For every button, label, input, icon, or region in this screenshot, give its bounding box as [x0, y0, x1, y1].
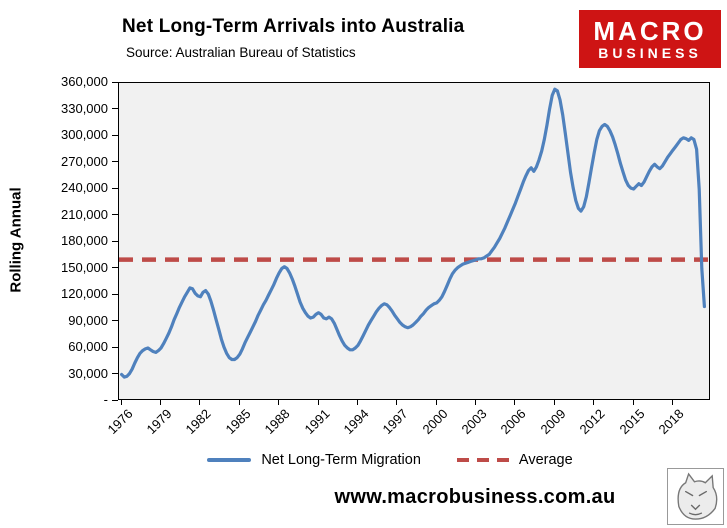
- y-tick-label: 120,000: [61, 286, 108, 301]
- x-tick-label: 2009: [537, 406, 569, 438]
- x-tick-label: 2006: [497, 406, 530, 438]
- x-tick-label: 2003: [458, 406, 490, 438]
- x-tick-mark: [632, 400, 634, 405]
- y-tick-label: 270,000: [61, 153, 108, 169]
- y-tick-label: 180,000: [61, 233, 108, 248]
- y-tick-mark: [112, 187, 118, 189]
- x-tick-mark: [278, 400, 280, 405]
- dashed-line-swatch-icon: [456, 457, 509, 463]
- macrobusiness-logo: MACRO BUSINESS: [579, 10, 721, 68]
- y-tick-mark: [112, 293, 118, 295]
- y-tick-mark: [112, 373, 118, 374]
- x-tick-label: 1985: [222, 406, 254, 438]
- x-tick-mark: [553, 400, 555, 405]
- legend: Net Long-Term Migration Average: [70, 452, 710, 468]
- x-tick-mark: [317, 400, 319, 405]
- y-tick-label: 60,000: [68, 339, 108, 354]
- x-tick-mark: [514, 400, 516, 405]
- legend-label-average: Average: [518, 452, 573, 468]
- y-tick-mark: [112, 399, 118, 401]
- x-tick-label: 2015: [616, 406, 648, 438]
- y-tick-label: 150,000: [61, 259, 108, 275]
- x-tick-label: 1979: [143, 406, 175, 438]
- legend-label-migration: Net Long-Term Migration: [261, 452, 421, 468]
- legend-item-migration: Net Long-Term Migration: [207, 452, 421, 468]
- x-tick-mark: [120, 400, 122, 405]
- y-tick-label: 210,000: [61, 206, 108, 222]
- x-tick-label: 1997: [379, 406, 411, 438]
- y-tick-mark: [112, 81, 118, 83]
- x-tick-label: 1976: [104, 406, 136, 438]
- chart-source: Source: Australian Bureau of Statistics: [126, 45, 356, 60]
- x-tick-mark: [356, 400, 358, 405]
- x-tick-label: 1994: [340, 406, 372, 438]
- x-tick-label: 2018: [655, 406, 687, 438]
- y-tick-mark: [112, 134, 118, 136]
- x-tick-mark: [475, 400, 477, 405]
- y-tick-label: 90,000: [68, 312, 108, 328]
- y-tick-mark: [112, 267, 118, 268]
- y-tick-label: 240,000: [61, 180, 108, 195]
- y-tick-label: 360,000: [61, 74, 108, 89]
- chart-title: Net Long-Term Arrivals into Australia: [122, 16, 465, 37]
- logo-line1: MACRO: [593, 16, 707, 46]
- legend-item-average: Average: [456, 452, 573, 468]
- y-tick-mark: [112, 320, 118, 321]
- x-tick-mark: [396, 400, 398, 405]
- website-url: www.macrobusiness.com.au: [334, 486, 616, 508]
- x-tick-label: 1982: [182, 406, 214, 438]
- y-tick-mark: [112, 108, 118, 109]
- y-tick-mark: [112, 346, 118, 348]
- y-tick-label: 30,000: [68, 365, 108, 381]
- x-tick-mark: [593, 400, 595, 405]
- line-swatch-icon: [207, 458, 252, 462]
- y-tick-mark: [112, 161, 118, 162]
- x-tick-mark: [160, 400, 161, 405]
- x-tick-label: 2000: [419, 406, 451, 438]
- y-tick-label: 300,000: [61, 127, 108, 142]
- x-tick-mark: [435, 400, 437, 405]
- x-tick-mark: [199, 400, 201, 405]
- y-tick-label: 330,000: [61, 100, 108, 116]
- wolf-logo-icon: [667, 468, 724, 525]
- x-tick-label: 1991: [301, 406, 333, 438]
- x-tick-label: 1988: [261, 406, 293, 438]
- logo-line2: BUSINESS: [598, 45, 702, 61]
- x-tick-mark: [671, 400, 673, 405]
- y-tick-mark: [112, 214, 118, 215]
- x-tick-mark: [238, 400, 240, 405]
- y-tick-label: -: [103, 392, 108, 407]
- y-tick-mark: [112, 240, 118, 242]
- x-tick-label: 2012: [576, 406, 608, 438]
- plot-area: [118, 82, 710, 400]
